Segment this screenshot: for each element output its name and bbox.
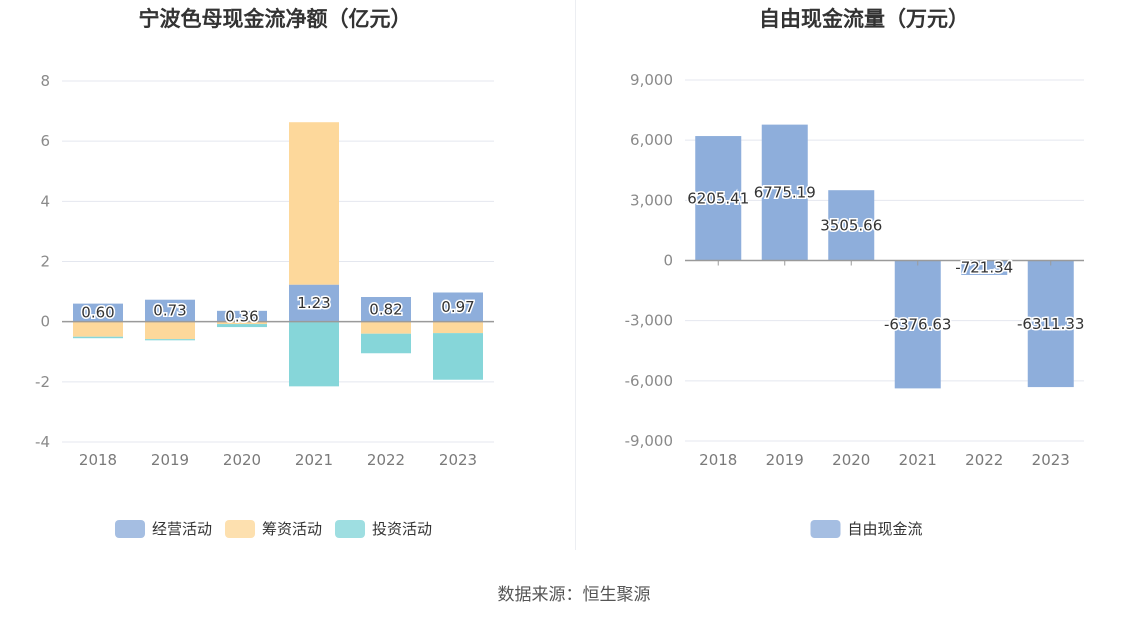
bar-投资活动 <box>217 324 267 328</box>
chart-divider <box>575 0 576 550</box>
y-tick-label: -9,000 <box>625 432 673 450</box>
bar-free-cashflow <box>961 260 1008 275</box>
y-tick-label: 0 <box>40 313 50 331</box>
x-tick-label: 2019 <box>766 451 804 469</box>
bar-经营活动 <box>361 296 411 322</box>
y-tick-label: 9,000 <box>630 71 673 89</box>
bar-投资活动 <box>433 333 483 380</box>
data-label: 0.36 <box>225 307 258 325</box>
x-tick-label: 2018 <box>79 451 117 469</box>
legend-label: 经营活动 <box>152 520 212 538</box>
bar-筹资活动 <box>433 321 483 334</box>
bar-筹资活动 <box>289 122 339 285</box>
x-tick-label: 2023 <box>439 451 477 469</box>
bar-筹资活动 <box>145 321 195 340</box>
y-tick-label: -4 <box>35 433 50 451</box>
x-tick-label: 2021 <box>295 451 333 469</box>
bar-筹资活动 <box>217 321 267 325</box>
data-label: 3505.66 <box>820 216 882 234</box>
legend-swatch <box>335 520 365 538</box>
y-tick-label: 6,000 <box>630 131 673 149</box>
bar-free-cashflow <box>1027 260 1074 388</box>
legend-swatch <box>225 520 255 538</box>
x-tick-label: 2021 <box>899 451 937 469</box>
data-label: 1.23 <box>297 294 330 312</box>
data-label: 6205.41 <box>687 189 749 207</box>
legend-swatch <box>115 520 145 538</box>
x-tick-label: 2020 <box>832 451 870 469</box>
data-label: -6311.33 <box>1017 315 1084 333</box>
y-tick-label: -2 <box>35 373 50 391</box>
bar-free-cashflow <box>828 190 875 261</box>
bar-投资活动 <box>73 336 123 339</box>
bar-投资活动 <box>289 321 339 387</box>
bar-free-cashflow <box>695 136 742 261</box>
chart-title: 自由现金流量（万元） <box>759 7 969 31</box>
data-label: 0.82 <box>369 300 402 318</box>
y-tick-label: 8 <box>40 72 50 90</box>
x-tick-label: 2023 <box>1032 451 1070 469</box>
bar-投资活动 <box>361 333 411 354</box>
bar-筹资活动 <box>361 321 411 334</box>
bar-经营活动 <box>289 284 339 322</box>
data-label: 6775.19 <box>754 184 816 202</box>
bar-经营活动 <box>73 303 123 322</box>
y-tick-label: -3,000 <box>625 312 673 330</box>
y-tick-label: -6,000 <box>625 372 673 390</box>
data-label: 0.97 <box>441 298 474 316</box>
legend-label: 自由现金流 <box>848 520 923 538</box>
y-tick-label: 0 <box>663 252 673 270</box>
x-tick-label: 2019 <box>151 451 189 469</box>
chart-title: 宁波色母现金流净额（亿元） <box>139 7 412 31</box>
bar-free-cashflow <box>761 124 808 261</box>
bar-free-cashflow <box>894 260 941 389</box>
y-tick-label: 2 <box>40 253 50 271</box>
y-tick-label: 4 <box>40 192 50 210</box>
legend-label: 投资活动 <box>372 520 432 538</box>
legend-label: 筹资活动 <box>262 520 322 538</box>
bar-经营活动 <box>433 292 483 322</box>
bar-经营活动 <box>217 310 267 322</box>
x-tick-label: 2022 <box>367 451 405 469</box>
data-source-text: 数据来源：恒生聚源 <box>497 585 651 605</box>
x-tick-label: 2022 <box>965 451 1003 469</box>
legend-item[interactable]: 经营活动 <box>115 520 212 538</box>
legend-swatch <box>810 520 841 538</box>
data-label: 0.60 <box>81 304 114 322</box>
free-cashflow-chart: 自由现金流量（万元） 9,000 6,000 3,000 0 -3,000 -6,000 -9… <box>625 7 1086 538</box>
bar-投资活动 <box>145 339 195 341</box>
x-tick-label: 2018 <box>699 451 737 469</box>
bar-经营活动 <box>145 299 195 322</box>
legend-item[interactable]: 自由现金流 <box>810 520 923 538</box>
y-tick-label: 6 <box>40 132 50 150</box>
x-tick-label: 2020 <box>223 451 261 469</box>
legend-item[interactable]: 筹资活动 <box>225 520 322 538</box>
data-label: 0.73 <box>153 302 186 320</box>
bar-筹资活动 <box>73 321 123 337</box>
y-tick-label: 3,000 <box>630 191 673 209</box>
data-label: -6376.63 <box>884 315 951 333</box>
legend-item[interactable]: 投资活动 <box>335 520 432 538</box>
data-label: -721.34 <box>955 259 1013 277</box>
cashflow-net-chart: 宁波色母现金流净额（亿元） 8 6 4 2 0 -2 -4 2018 2019 2020 2021 20… <box>35 7 494 538</box>
